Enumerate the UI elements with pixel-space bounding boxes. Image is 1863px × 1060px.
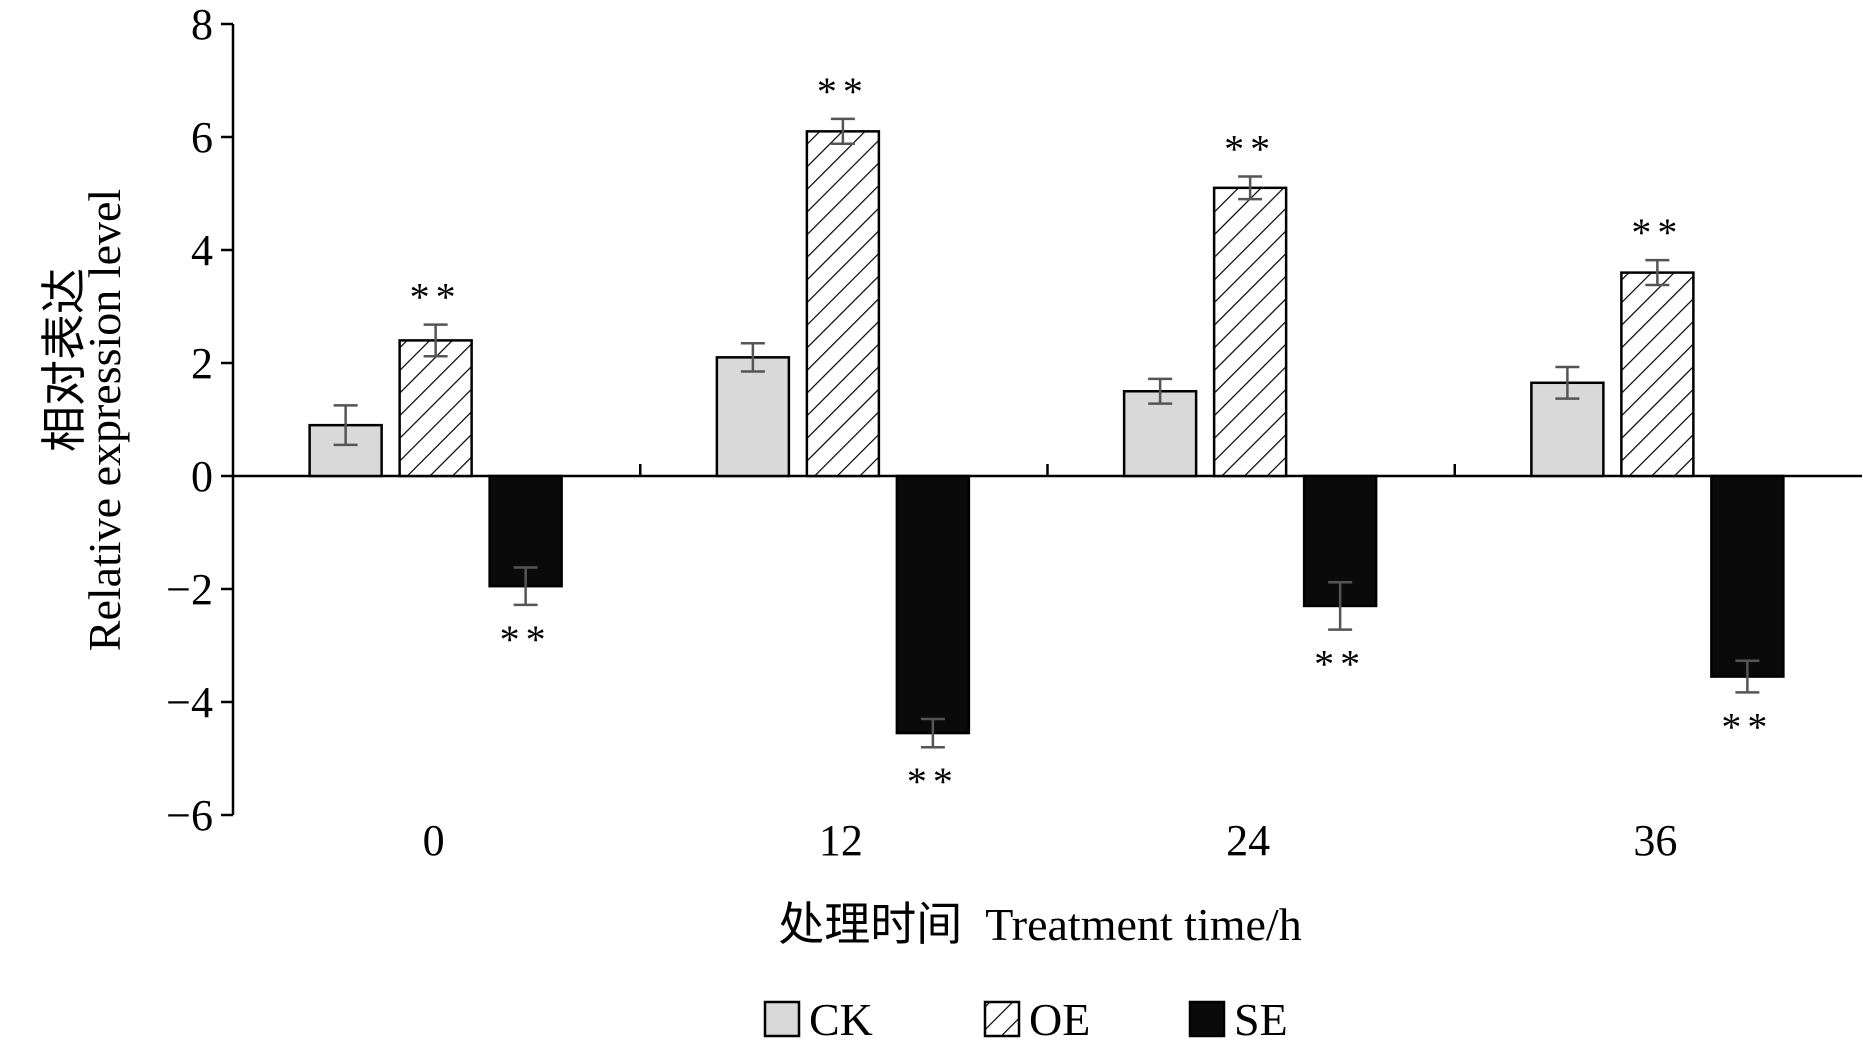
y-axis-title: 相对表达Relative expression level [39, 189, 130, 651]
y-tick-label: 2 [191, 339, 213, 388]
significance-marker: ** [500, 617, 552, 662]
y-axis-title-en: Relative expression level [79, 189, 130, 651]
x-tick-label: 12 [819, 816, 863, 865]
y-tick-label: −4 [166, 678, 213, 727]
bar-oe [1212, 186, 1288, 478]
x-tick-label: 36 [1633, 816, 1677, 865]
significance-marker: ** [817, 69, 869, 114]
legend-swatch-ck [763, 1000, 801, 1038]
bar-ck [715, 356, 791, 478]
y-tick-label: 8 [191, 0, 213, 49]
x-tick-label: 24 [1226, 816, 1270, 865]
legend-label: SE [1234, 994, 1288, 1045]
bar-ck [1122, 390, 1198, 478]
x-axis-title: 处理时间 Treatment time/h [778, 899, 1301, 950]
legend-swatch-se [1188, 1000, 1226, 1038]
significance-marker: ** [1631, 210, 1683, 255]
bar-se [895, 474, 971, 735]
significance-marker: ** [907, 759, 959, 804]
bar-oe [1620, 271, 1695, 478]
legend-item-se: SE [1188, 994, 1288, 1045]
y-tick-label: 0 [191, 452, 213, 501]
significance-marker: ** [410, 275, 462, 320]
significance-marker: ** [1224, 127, 1276, 172]
y-tick-label: −2 [166, 565, 213, 614]
y-tick-label: 4 [191, 226, 213, 275]
significance-marker: ** [1721, 704, 1773, 749]
y-tick-label: 6 [191, 113, 213, 162]
significance-marker: ** [1314, 642, 1366, 687]
legend-label: OE [1029, 994, 1090, 1045]
legend-item-oe: OE [983, 994, 1090, 1045]
bar-oe [398, 339, 473, 478]
y-axis-title-cn: 相对表达 [39, 268, 90, 452]
bar-se [1710, 474, 1785, 678]
legend-label: CK [809, 994, 873, 1045]
legend-swatch-oe [983, 1000, 1021, 1038]
bar-oe [805, 130, 881, 478]
x-tick-label: 0 [423, 816, 445, 865]
bar-ck [308, 423, 383, 478]
legend-item-ck: CK [763, 994, 873, 1045]
y-tick-label: −6 [166, 791, 213, 840]
